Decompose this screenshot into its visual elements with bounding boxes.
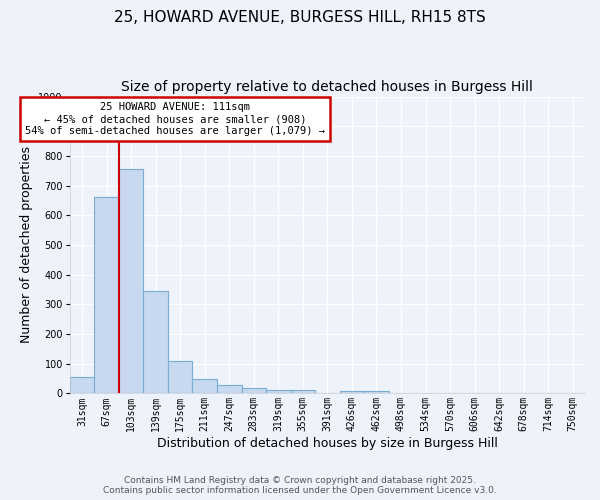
Bar (193, 378, 217, 394)
Bar (242, 388, 266, 394)
Bar (266, 390, 290, 394)
Bar (94, 198, 119, 394)
Bar (119, 170, 143, 394)
Bar (364, 391, 389, 394)
Text: 25 HOWARD AVENUE: 111sqm
← 45% of detached houses are smaller (908)
54% of semi-: 25 HOWARD AVENUE: 111sqm ← 45% of detach… (25, 102, 325, 136)
Bar (290, 390, 315, 394)
Text: Contains HM Land Registry data © Crown copyright and database right 2025.
Contai: Contains HM Land Registry data © Crown c… (103, 476, 497, 495)
Y-axis label: Number of detached properties: Number of detached properties (20, 146, 33, 344)
Bar (217, 385, 242, 394)
Text: 25, HOWARD AVENUE, BURGESS HILL, RH15 8TS: 25, HOWARD AVENUE, BURGESS HILL, RH15 8T… (114, 10, 486, 25)
Bar (168, 361, 193, 394)
Bar (340, 392, 364, 394)
Bar (70, 377, 94, 394)
Title: Size of property relative to detached houses in Burgess Hill: Size of property relative to detached ho… (121, 80, 533, 94)
X-axis label: Distribution of detached houses by size in Burgess Hill: Distribution of detached houses by size … (157, 437, 498, 450)
Bar (143, 291, 168, 394)
